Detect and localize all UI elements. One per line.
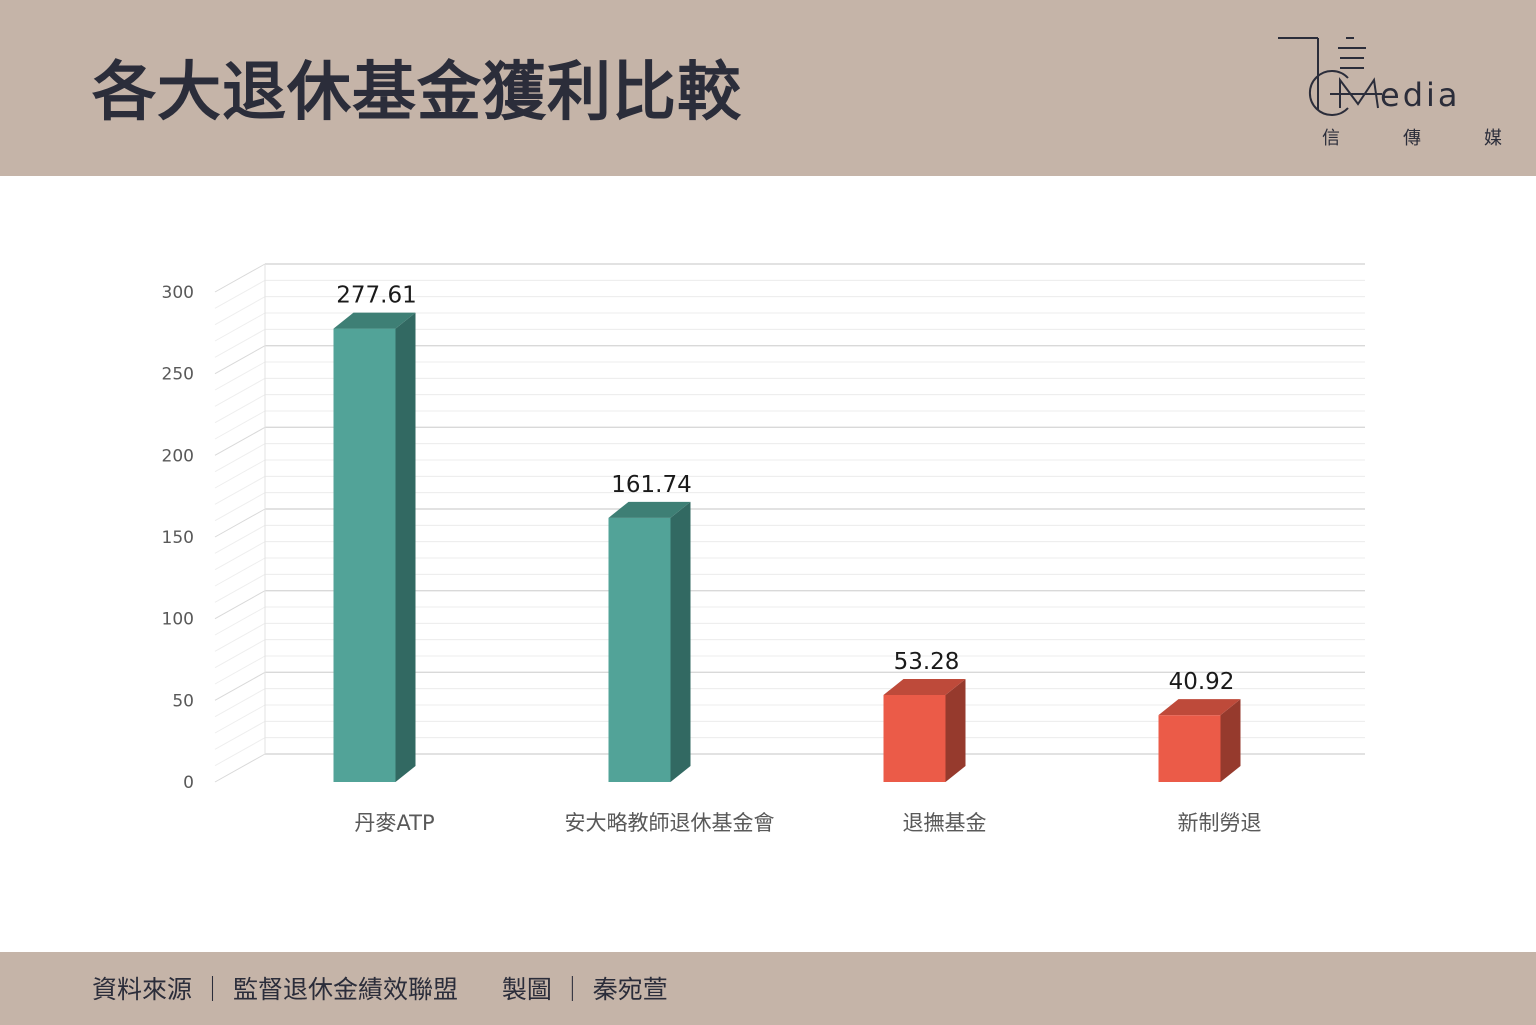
gridline-side [214, 671, 266, 701]
bar-top [608, 501, 691, 518]
divider: ｜ [199, 975, 225, 1004]
bar-chart: 0 50 100 150 200 250 300 277.61 丹麥ATP 161.74 安大略教師… [162, 263, 1365, 835]
gridline-side [214, 410, 266, 440]
gridline-side [214, 328, 266, 358]
gridline-side [214, 655, 266, 685]
bar-front [883, 694, 946, 782]
data-label: 53.28 [894, 649, 960, 675]
x-tick-label: 安大略教師退休基金會 [565, 811, 775, 835]
page-title: 各大退休基金獲利比較 [92, 55, 742, 130]
logo-sub-char: 信 [1322, 128, 1340, 149]
bar-front [333, 328, 396, 782]
gridline-side [214, 443, 266, 473]
credits: 資料來源 ｜ 監督退休金績效聯盟 製圖 ｜ 秦宛萱 [92, 970, 668, 1006]
logo-sub-char: 傳 [1403, 128, 1421, 149]
data-label: 40.92 [1169, 669, 1235, 695]
gridline-side [214, 622, 266, 652]
gridline-side [214, 573, 266, 603]
gridline-side [214, 312, 266, 342]
gridline-side [214, 361, 266, 391]
y-tick-label: 150 [162, 528, 194, 548]
gridline-side [214, 737, 266, 767]
bar-side [670, 501, 691, 782]
gridline-side [214, 345, 266, 375]
gridline-side [214, 459, 266, 489]
gridline-side [214, 590, 266, 620]
brand-logo: edia 信 傳 媒 [1270, 28, 1510, 158]
logo-subtitle: 信 傳 媒 [1322, 124, 1502, 150]
gridline-side [214, 279, 266, 309]
gridline-side [214, 704, 266, 734]
logo-wordmark: edia [1380, 76, 1461, 114]
author-value: 秦宛萱 [592, 975, 668, 1004]
y-tick-label: 50 [172, 691, 194, 711]
logo-mark-icon [1278, 37, 1382, 116]
y-tick-label: 200 [162, 446, 194, 466]
bar-side [395, 312, 416, 782]
bar-top [1158, 699, 1241, 716]
bar-side [945, 678, 966, 782]
x-tick-label: 丹麥ATP [354, 811, 434, 835]
gridline-side [214, 508, 266, 538]
header-banner: 各大退休基金獲利比較 edia 信 傳 媒 [0, 0, 1536, 176]
gridline-side [214, 753, 266, 783]
bar-front [608, 517, 671, 782]
x-tick-label: 新制勞退 [1178, 811, 1262, 835]
footer-banner: 資料來源 ｜ 監督退休金績效聯盟 製圖 ｜ 秦宛萱 [0, 952, 1536, 1025]
gridline-side [214, 492, 266, 522]
gridline-side [214, 524, 266, 554]
gridline-side [214, 377, 266, 407]
bar-side [1220, 699, 1241, 782]
gridline-side [214, 688, 266, 718]
bar-front [1158, 715, 1221, 782]
gridline-side [214, 606, 266, 636]
gridline-side [214, 475, 266, 505]
y-tick-label: 300 [162, 283, 194, 303]
source-value: 監督退休金績效聯盟 [232, 975, 458, 1004]
x-tick-label: 退撫基金 [903, 811, 987, 835]
logo-sub-char: 媒 [1484, 128, 1502, 149]
gridline-side [214, 296, 266, 326]
gridline-side [214, 541, 266, 571]
bar-top [883, 678, 966, 695]
gridline-side [214, 394, 266, 424]
gridline-side [214, 426, 266, 456]
author-label: 製圖 [501, 975, 552, 1004]
gridline-side [214, 639, 266, 669]
source-label: 資料來源 [92, 975, 193, 1004]
y-tick-label: 0 [183, 773, 194, 793]
y-tick-label: 100 [162, 610, 194, 630]
data-label: 277.61 [336, 283, 416, 309]
data-label: 161.74 [611, 472, 691, 498]
gridline-side [214, 557, 266, 587]
bar-top [333, 312, 416, 329]
gridline-side [214, 263, 266, 293]
gridline-side [214, 720, 266, 750]
y-tick-label: 250 [162, 365, 194, 385]
divider: ｜ [559, 975, 585, 1004]
